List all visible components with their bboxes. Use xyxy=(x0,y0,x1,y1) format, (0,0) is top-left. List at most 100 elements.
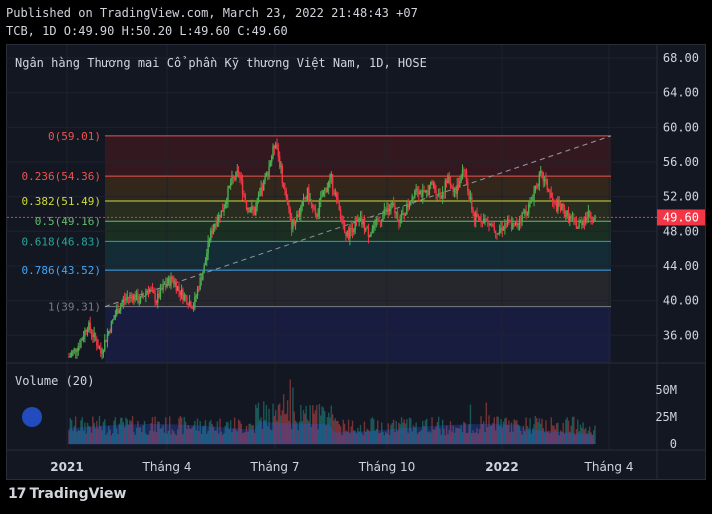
candle-body xyxy=(170,276,172,286)
volume-bar xyxy=(176,429,179,444)
fib-level-label: 1(39.31) xyxy=(48,301,101,314)
candle-body xyxy=(481,222,484,224)
volume-bar xyxy=(203,425,205,444)
candle-body xyxy=(212,228,215,234)
volume-bar xyxy=(134,434,136,444)
candle-body xyxy=(453,188,456,192)
candle-body xyxy=(157,293,159,303)
volume-bar xyxy=(444,435,446,444)
candle-body xyxy=(586,217,588,219)
chart-area[interactable]: 0(59.01) 0.236(54.36) 0.382(51.49) 0.5(49.1… xyxy=(6,44,706,480)
candle-body xyxy=(537,185,539,187)
volume-bar xyxy=(355,433,358,444)
volume-bar xyxy=(90,432,93,444)
candle-body xyxy=(316,214,318,217)
candle-body xyxy=(501,227,503,231)
volume-bar xyxy=(399,424,401,444)
volume-bar xyxy=(520,430,522,444)
volume-bar xyxy=(370,418,372,444)
candle-body xyxy=(591,219,594,222)
volume-bar xyxy=(78,430,81,444)
candle-body xyxy=(563,207,566,217)
candle-body xyxy=(384,209,387,212)
candle-body xyxy=(517,223,519,225)
volume-bar xyxy=(271,430,273,444)
volume-bar xyxy=(141,432,143,444)
candle-body xyxy=(354,220,356,230)
volume-bar xyxy=(529,418,531,444)
volume-bar xyxy=(493,417,496,444)
candle-body xyxy=(301,201,303,207)
candle-body xyxy=(317,213,319,217)
published-line: Published on TradingView.com, March 23, … xyxy=(6,6,418,20)
candle-body xyxy=(115,308,118,315)
volume-bar xyxy=(249,423,252,444)
candle-body xyxy=(259,194,261,197)
volume-bar xyxy=(396,431,399,444)
candle-body xyxy=(149,289,151,292)
price-chart-svg[interactable]: 0(59.01) 0.236(54.36) 0.382(51.49) 0.5(49.1… xyxy=(7,45,705,479)
candle-body xyxy=(342,221,344,224)
candle-body xyxy=(176,286,179,291)
volume-bar xyxy=(333,420,335,444)
volume-bar xyxy=(378,433,380,444)
candle-body xyxy=(443,191,445,193)
volume-bar xyxy=(424,420,427,444)
candle-body xyxy=(357,220,359,222)
candle-body xyxy=(69,355,72,358)
candle-body xyxy=(504,223,506,229)
candle-body xyxy=(455,188,457,194)
volume-bar xyxy=(84,422,86,444)
candle-body xyxy=(223,208,225,212)
volume-bar xyxy=(508,420,510,444)
candle-body xyxy=(343,223,346,233)
candle-body xyxy=(97,345,99,349)
candle-body xyxy=(439,193,441,198)
volume-bar xyxy=(509,432,511,444)
candle-body xyxy=(460,178,462,181)
volume-bar xyxy=(422,420,424,444)
volume-bar xyxy=(334,418,337,444)
volume-bar xyxy=(480,416,482,444)
volume-bar xyxy=(133,432,135,444)
candle-body xyxy=(221,210,224,212)
volume-bar xyxy=(407,432,409,444)
volume-bar xyxy=(216,421,219,444)
volume-bar xyxy=(259,419,261,444)
volume-bar xyxy=(73,425,75,444)
volume-bar xyxy=(162,425,164,444)
candle-body xyxy=(543,179,546,182)
volume-bar xyxy=(293,411,295,444)
candle-body xyxy=(196,289,199,296)
candle-body xyxy=(355,220,358,222)
candle-body xyxy=(440,197,443,199)
volume-tick-label: 0 xyxy=(670,437,677,451)
volume-bar xyxy=(504,418,506,444)
candle-body xyxy=(546,179,549,190)
candle-body xyxy=(232,176,234,179)
candle-body xyxy=(186,296,188,305)
candle-body xyxy=(241,179,244,194)
candle-body xyxy=(448,175,450,183)
candle-body xyxy=(403,213,405,216)
volume-bar xyxy=(98,416,101,444)
volume-bar xyxy=(115,428,118,444)
candle-body xyxy=(464,170,466,172)
volume-bar xyxy=(81,417,83,444)
volume-bar xyxy=(547,430,550,444)
candle-body xyxy=(402,213,404,215)
candle-body xyxy=(473,212,476,221)
volume-bar xyxy=(313,413,315,444)
volume-bar xyxy=(502,421,505,444)
candle-body xyxy=(550,192,552,198)
candle-body xyxy=(300,206,302,215)
candle-body xyxy=(114,314,117,318)
candle-body xyxy=(112,319,114,322)
volume-bar xyxy=(501,427,503,444)
candle-body xyxy=(516,222,518,225)
volume-bar xyxy=(158,421,160,444)
candle-body xyxy=(408,204,411,208)
candle-body xyxy=(559,206,562,211)
candle-body xyxy=(167,277,170,284)
volume-bar xyxy=(445,425,448,444)
